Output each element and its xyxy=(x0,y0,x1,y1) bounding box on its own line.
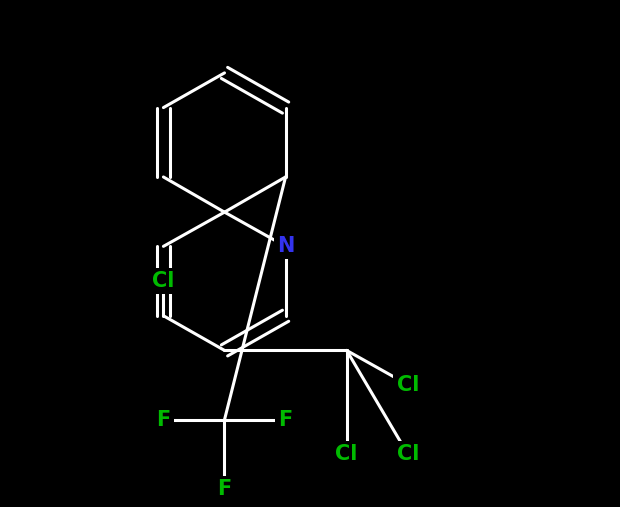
Text: Cl: Cl xyxy=(397,444,419,464)
Text: F: F xyxy=(156,410,171,430)
Text: F: F xyxy=(278,410,293,430)
Text: Cl: Cl xyxy=(153,271,175,291)
Text: Cl: Cl xyxy=(397,375,419,394)
Text: F: F xyxy=(218,479,232,499)
Text: N: N xyxy=(277,236,294,257)
Text: Cl: Cl xyxy=(335,444,358,464)
